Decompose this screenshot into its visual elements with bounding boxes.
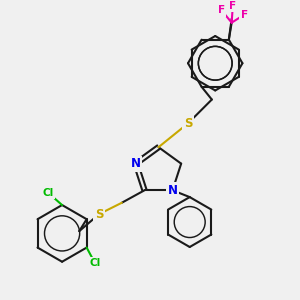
Text: F: F: [218, 5, 225, 15]
Text: S: S: [184, 117, 192, 130]
Text: Cl: Cl: [42, 188, 53, 198]
Text: Cl: Cl: [89, 258, 101, 268]
Text: N: N: [131, 157, 141, 170]
Text: F: F: [229, 1, 236, 10]
Text: S: S: [95, 208, 103, 220]
Text: N: N: [167, 184, 178, 197]
Text: F: F: [241, 10, 248, 20]
